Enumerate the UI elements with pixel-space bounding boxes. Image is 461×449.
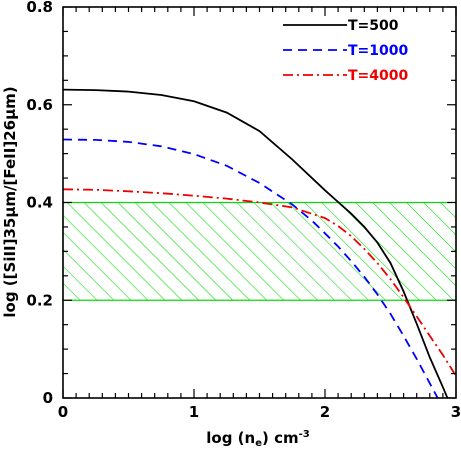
y-tick-label: 0.8 — [26, 0, 53, 16]
series-line-1 — [63, 138, 439, 398]
plot-frame — [62, 6, 457, 399]
y-tick-label: 0.6 — [26, 96, 53, 114]
legend-label-1: T=1000 — [348, 43, 409, 59]
x-tick-label: 2 — [320, 403, 330, 421]
y-tick-label: 0.2 — [26, 291, 53, 309]
y-tick-label: 0 — [43, 389, 53, 407]
y-tick-label: 0.4 — [26, 194, 53, 212]
tick-labels: 0 1 2 3 0 0.2 0.4 0.6 0.8 — [26, 0, 461, 421]
hatched-band — [62, 201, 457, 301]
curves — [63, 88, 456, 398]
x-tick-label: 0 — [58, 403, 68, 421]
y-axis-label: log ([SiII]35μm/[FeII]26μm) — [1, 86, 19, 317]
legend-label-2: T=4000 — [348, 68, 409, 84]
x-tick-label: 1 — [189, 403, 199, 421]
series-line-0 — [63, 88, 449, 398]
legend: T=500 T=1000 T=4000 — [283, 18, 409, 84]
series-line-2 — [63, 188, 456, 377]
x-axis-label: log (ne) cm-3 — [206, 429, 310, 449]
x-tick-label: 3 — [451, 403, 461, 421]
legend-label-0: T=500 — [348, 18, 399, 34]
axis-ticks — [62, 6, 457, 399]
